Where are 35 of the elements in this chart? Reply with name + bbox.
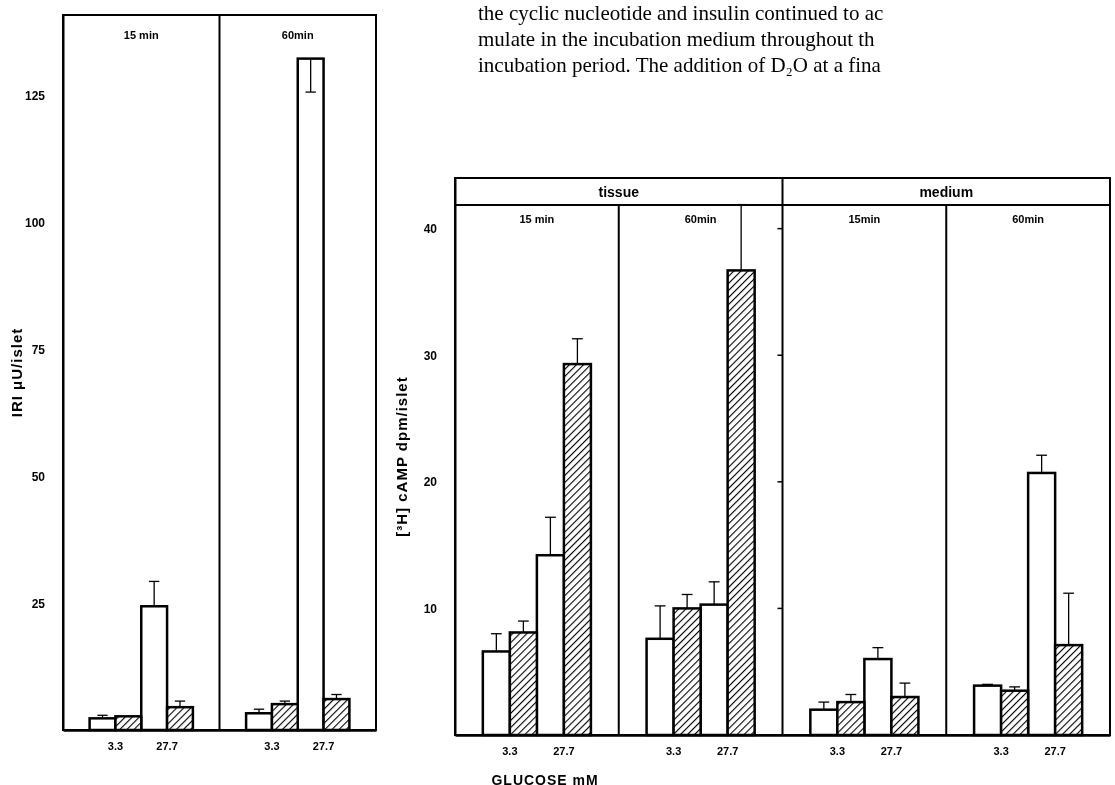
text: mulate in the incubation medium throughout th <box>478 27 876 51</box>
x-tick-label: 3.3 <box>993 744 1009 757</box>
x-tick-label: 27.7 <box>1044 744 1066 757</box>
y-axis-title: [³H] cAMP dpm/islet <box>393 376 410 537</box>
y-tick-label: 30 <box>423 348 438 363</box>
y-tick-label: 40 <box>423 221 438 236</box>
y-axis-title: IRI μU/islet <box>8 327 25 418</box>
x-tick-label: 3.3 <box>502 744 518 757</box>
annotation: medium <box>919 184 974 200</box>
x-axis-title: GLUCOSE mM <box>491 772 599 785</box>
x-tick-label: 3.3 <box>264 739 280 752</box>
text: the cyclic nucleotide and insulin continued to ac <box>478 1 884 25</box>
x-tick-label: 27.7 <box>156 739 178 752</box>
annotation: 60min <box>1012 213 1045 225</box>
x-tick-label: 3.3 <box>665 744 682 757</box>
y-tick-label: 100 <box>24 216 46 231</box>
y-tick-label: 20 <box>423 475 438 490</box>
y-tick-label: 125 <box>24 89 46 104</box>
y-tick-label: 50 <box>31 469 46 484</box>
x-tick-label: 3.3 <box>107 739 124 752</box>
text: incubation period. The addition of D₂O at a fina <box>478 53 882 77</box>
x-tick-label: 27.7 <box>716 744 739 757</box>
annotation: tissue <box>598 184 640 200</box>
annotation: 15min <box>848 213 881 225</box>
y-tick-label: 75 <box>31 343 46 358</box>
x-tick-label: 27.7 <box>553 744 575 757</box>
annotation: 15 min <box>123 29 159 41</box>
x-tick-label: 27.7 <box>312 739 335 752</box>
annotation: 60min <box>281 29 314 41</box>
x-tick-label: 3.3 <box>829 744 845 757</box>
x-tick-label: 27.7 <box>880 744 903 757</box>
annotation: 15 min <box>519 213 555 225</box>
annotation: 60min <box>684 213 717 225</box>
y-tick-label: 25 <box>31 596 46 611</box>
y-tick-label: 10 <box>423 601 438 616</box>
